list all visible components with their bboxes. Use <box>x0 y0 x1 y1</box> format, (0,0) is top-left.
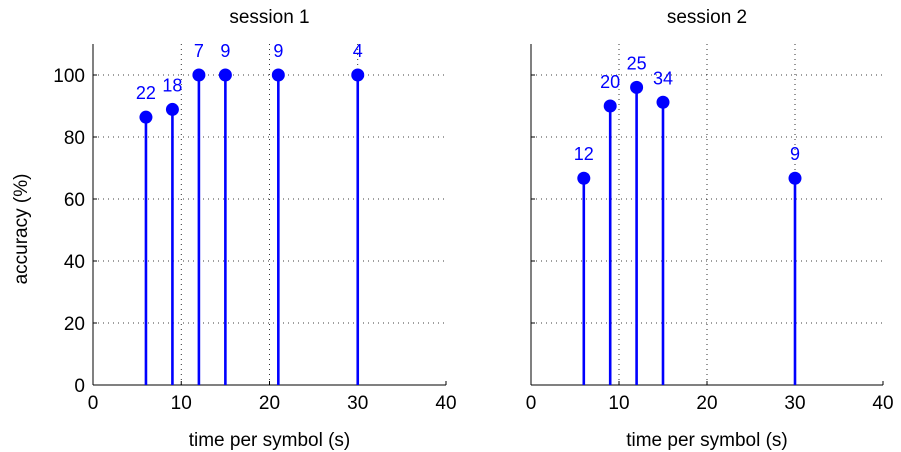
count-label: 4 <box>353 41 363 61</box>
x-tick-label: 10 <box>608 393 629 414</box>
x-axis-label: time per symbol (s) <box>189 430 351 451</box>
count-label: 18 <box>162 75 182 95</box>
count-label: 34 <box>653 68 673 88</box>
y-tick-label: 40 <box>64 252 85 273</box>
x-tick-label: 40 <box>872 393 893 414</box>
x-axis-label: time per symbol (s) <box>626 430 788 451</box>
chart-title: session 2 <box>667 7 747 28</box>
count-label: 9 <box>220 41 230 61</box>
chart-panel-1: 0 10 20 30 40 0 20 40 60 80 100 session 1 time per s… <box>53 7 456 451</box>
x-tick-label: 30 <box>347 393 368 414</box>
stem-marker <box>139 110 153 124</box>
x-tick-label: 0 <box>88 393 99 414</box>
stem-marker <box>271 68 285 82</box>
y-tick-label: 0 <box>74 376 85 397</box>
stem-marker <box>577 171 591 185</box>
x-tick-label: 10 <box>171 393 192 414</box>
count-label: 7 <box>194 41 204 61</box>
stem-marker <box>165 102 179 116</box>
stem-marker <box>218 68 232 82</box>
x-tick-label: 40 <box>435 393 456 414</box>
count-label: 9 <box>790 144 800 164</box>
x-tick-label: 30 <box>784 393 805 414</box>
y-tick-label: 80 <box>64 128 85 149</box>
stem-marker <box>656 95 670 109</box>
count-label: 25 <box>627 53 647 73</box>
chart-title: session 1 <box>229 7 309 28</box>
x-tick-label: 0 <box>526 393 537 414</box>
y-tick-label: 20 <box>64 314 85 335</box>
stem-marker <box>603 99 617 113</box>
stem-marker <box>788 171 802 185</box>
chart-panel-2: 0 10 20 30 40 session 2 time per symbol (s) 12 2… <box>526 7 894 451</box>
count-label: 20 <box>600 72 620 92</box>
stem-marker <box>351 68 365 82</box>
y-tick-label: 60 <box>64 190 85 211</box>
stem-marker <box>630 80 644 94</box>
y-axis-label: accuracy (%) <box>11 174 32 285</box>
y-tick-label: 100 <box>53 66 85 87</box>
count-label: 9 <box>273 41 283 61</box>
stem-marker <box>192 68 206 82</box>
x-tick-label: 20 <box>696 393 717 414</box>
x-tick-label: 20 <box>259 393 280 414</box>
count-label: 12 <box>574 144 594 164</box>
count-label: 22 <box>136 83 156 103</box>
